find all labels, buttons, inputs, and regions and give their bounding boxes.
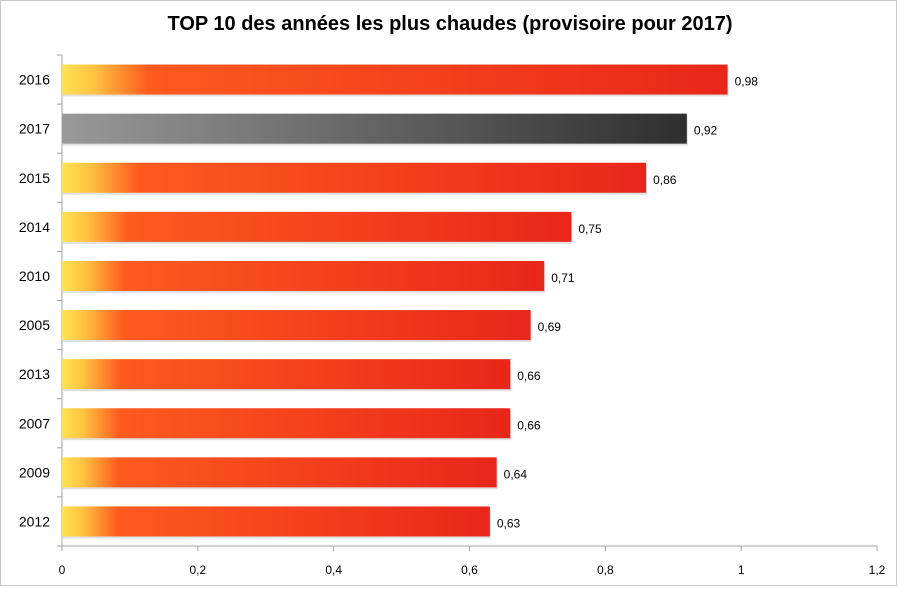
data-label: 0,86 [653,173,677,187]
y-tick-label: 2013 [19,366,50,382]
y-tick-label: 2016 [19,72,50,88]
bar-2007 [62,408,511,439]
bar-2014 [62,211,572,242]
y-tick-label: 2005 [19,317,50,333]
bar-2017 [62,113,687,144]
bar-2010 [62,260,545,291]
data-label: 0,98 [735,75,759,89]
y-tick-label: 2014 [19,219,50,235]
bar-2013 [62,359,511,390]
y-tick-label: 2015 [19,170,50,186]
y-tick-label: 2017 [19,121,50,137]
data-label: 0,92 [694,124,718,138]
data-label: 0,75 [578,222,602,236]
x-tick-label: 0,2 [189,563,206,577]
bar-2012 [62,506,490,537]
data-label: 0,63 [497,516,521,530]
x-tick-label: 0 [59,563,66,577]
data-label: 0,64 [504,467,528,481]
data-label: 0,71 [551,271,575,285]
bar-2015 [62,162,647,193]
x-tick-label: 0,8 [597,563,614,577]
y-tick-label: 2010 [19,268,50,284]
data-label: 0,69 [538,320,562,334]
x-tick-label: 0,4 [325,563,342,577]
y-tick-label: 2012 [19,513,50,529]
bar-2005 [62,310,531,341]
y-tick-label: 2007 [19,415,50,431]
chart-title: TOP 10 des années les plus chaudes (prov… [167,13,733,35]
y-tick-label: 2009 [19,464,50,480]
data-label: 0,66 [517,418,541,432]
bar-2016 [62,64,728,95]
x-tick-label: 1 [738,563,745,577]
x-tick-label: 1,2 [869,563,886,577]
bar-2009 [62,457,497,488]
x-tick-label: 0,6 [461,563,478,577]
data-label: 0,66 [517,369,541,383]
